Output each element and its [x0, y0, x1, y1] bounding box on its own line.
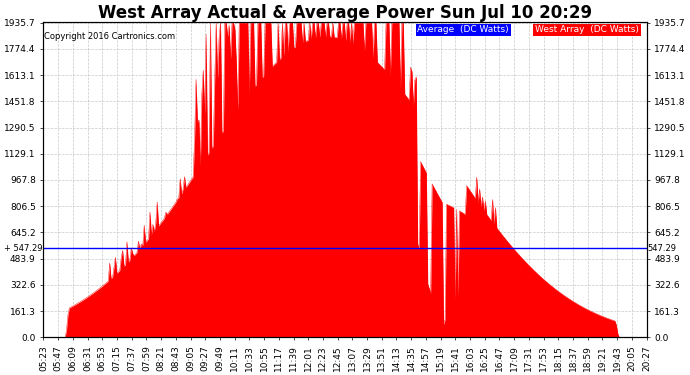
Text: + 547.29: + 547.29: [4, 244, 43, 253]
Title: West Array Actual & Average Power Sun Jul 10 20:29: West Array Actual & Average Power Sun Ju…: [98, 4, 592, 22]
Text: Copyright 2016 Cartronics.com: Copyright 2016 Cartronics.com: [44, 32, 175, 41]
Text: 547.29: 547.29: [647, 244, 676, 253]
Text: Average  (DC Watts): Average (DC Watts): [417, 26, 509, 34]
Text: West Array  (DC Watts): West Array (DC Watts): [535, 26, 639, 34]
